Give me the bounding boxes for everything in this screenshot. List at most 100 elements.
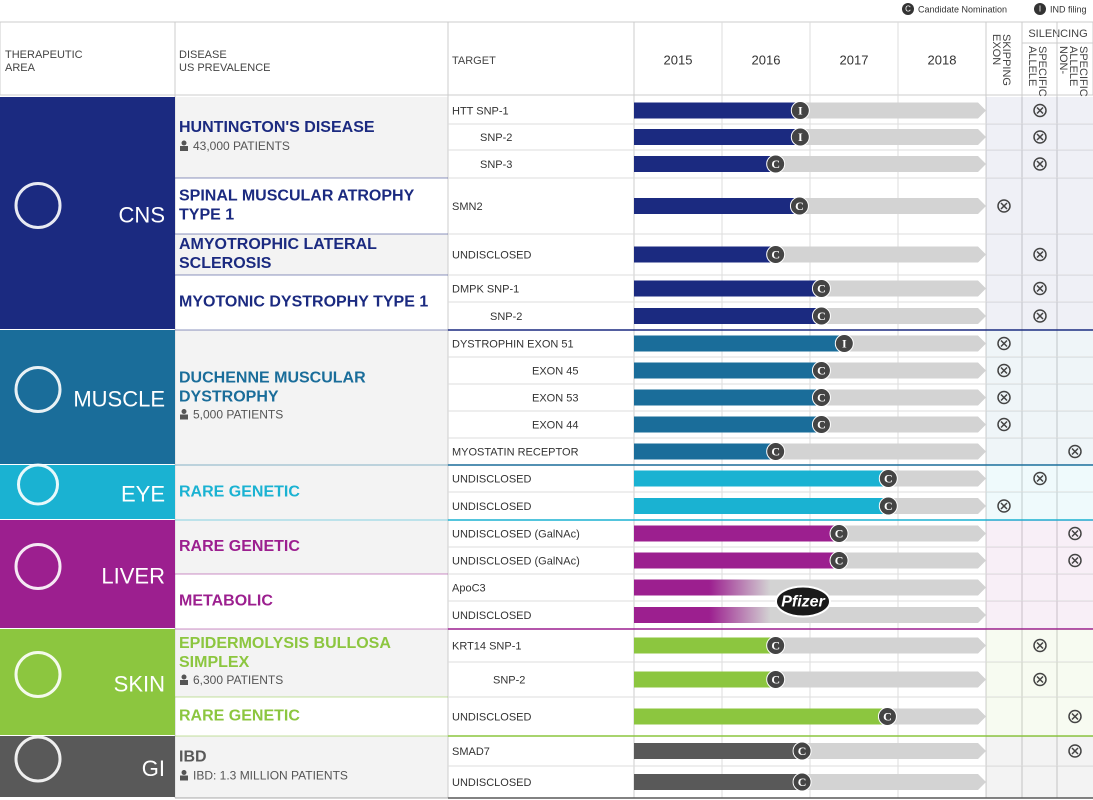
check-x [1036, 106, 1044, 115]
milestone-letter: C [817, 417, 826, 431]
milestone [790, 101, 810, 120]
disease-name: HUNTINGTON'S DISEASE [179, 119, 375, 136]
header-label: NON- [1057, 46, 1069, 74]
milestone-letter: C [817, 363, 826, 377]
check-cell-bg [986, 411, 1093, 438]
check-icon [997, 499, 1011, 513]
check-x [1036, 675, 1044, 684]
check-x [1036, 641, 1044, 650]
milestone [829, 551, 849, 570]
disease-cell [176, 629, 448, 697]
target-label: KRT14 SNP-1 [452, 640, 522, 652]
area-name: MUSCLE [73, 386, 165, 411]
check-icon [1033, 672, 1047, 687]
progress-bar [634, 335, 845, 352]
check-cell-bg [986, 601, 1093, 629]
milestone [790, 127, 810, 147]
check-icon [1033, 281, 1047, 296]
milestone-letter: C [835, 526, 844, 540]
check-x [1000, 366, 1008, 375]
patients: 43,000 PATIENTS [193, 139, 290, 153]
milestone-letter: I [798, 103, 803, 117]
check-icon [1033, 247, 1047, 262]
area-cell [0, 629, 175, 735]
check-cell-bg [986, 574, 1093, 601]
legend-letter: C [905, 5, 911, 14]
person-icon [181, 409, 187, 414]
progress-bar [634, 389, 822, 406]
check-cell-bg [986, 178, 1093, 234]
patients: IBD: 1.3 MILLION PATIENTS [193, 769, 348, 783]
area-cell [0, 97, 175, 329]
legend-letter: I [1039, 5, 1041, 14]
milestone [766, 442, 786, 461]
area-cell [0, 465, 175, 519]
check-icon [1033, 103, 1047, 118]
header-label: SILENCING [1028, 28, 1087, 40]
progress-bar [634, 525, 840, 542]
person-icon [180, 146, 188, 151]
disease-cell [176, 234, 448, 275]
legend-icon [902, 3, 914, 15]
progress-bar [634, 308, 822, 324]
check-x [1036, 250, 1044, 259]
progress-bar [634, 637, 776, 654]
area-name: GI [142, 756, 165, 781]
progress-bar [634, 198, 800, 214]
check-icon [1033, 130, 1047, 144]
milestone [878, 496, 898, 516]
header-label: ALLELE [1067, 46, 1079, 86]
target-label: HTT SNP-1 [452, 105, 509, 117]
milestone [878, 469, 898, 488]
disease-name: DYSTROPHY [179, 389, 279, 406]
disease-cell [176, 574, 448, 629]
person-icon [181, 674, 187, 680]
check-x [1071, 556, 1079, 565]
area-icon [14, 366, 62, 413]
disease-name: RARE GENETIC [179, 708, 300, 725]
check-icon [1068, 553, 1082, 568]
check-icon [1033, 638, 1047, 653]
target-label: UNDISCLOSED (GalNAc) [452, 528, 580, 540]
target-label: DYSTROPHIN EXON 51 [452, 338, 574, 350]
header-label: AREA [5, 62, 36, 74]
target-label: SMAD7 [452, 746, 490, 758]
milestone-letter: C [798, 775, 807, 789]
target-label: UNDISCLOSED [452, 473, 532, 485]
header-label: US PREVALENCE [179, 62, 271, 74]
disease-name: MYOTONIC DYSTROPHY TYPE 1 [179, 294, 428, 311]
area-name: EYE [121, 481, 165, 506]
target-label: UNDISCLOSED [452, 249, 532, 261]
area-name: LIVER [101, 563, 165, 588]
check-cell-bg [986, 438, 1093, 465]
check-x [1071, 712, 1079, 721]
disease-name: DUCHENNE MUSCULAR [179, 370, 366, 387]
target-label: SNP-3 [480, 159, 512, 171]
milestone-letter: C [835, 553, 844, 567]
check-x [1071, 529, 1079, 538]
target-label: UNDISCLOSED [452, 610, 532, 622]
check-icon [997, 363, 1011, 378]
disease-name: SCLEROSIS [179, 255, 272, 272]
check-x [1036, 133, 1044, 141]
progress-bar [634, 552, 840, 569]
progress-bar [634, 156, 776, 172]
area-name: CNS [119, 202, 165, 227]
progress-bar [634, 246, 776, 263]
check-x [1071, 447, 1079, 456]
check-icon [1068, 709, 1082, 724]
check-icon [1033, 471, 1047, 486]
target-label: UNDISCLOSED [452, 711, 532, 723]
milestone [811, 306, 831, 326]
check-x [1036, 474, 1044, 483]
legend-label: IND filing [1050, 4, 1087, 14]
area-cell [0, 736, 175, 797]
header-label: SPECIFIC [1036, 46, 1048, 97]
patients: 5,000 PATIENTS [193, 408, 283, 422]
check-x [1000, 420, 1008, 429]
area-icon [14, 651, 62, 698]
progress-bar [634, 743, 803, 759]
person-icon [180, 414, 188, 420]
target-label: MYOSTATIN RECEPTOR [452, 446, 579, 458]
disease-name: IBD [179, 749, 207, 766]
